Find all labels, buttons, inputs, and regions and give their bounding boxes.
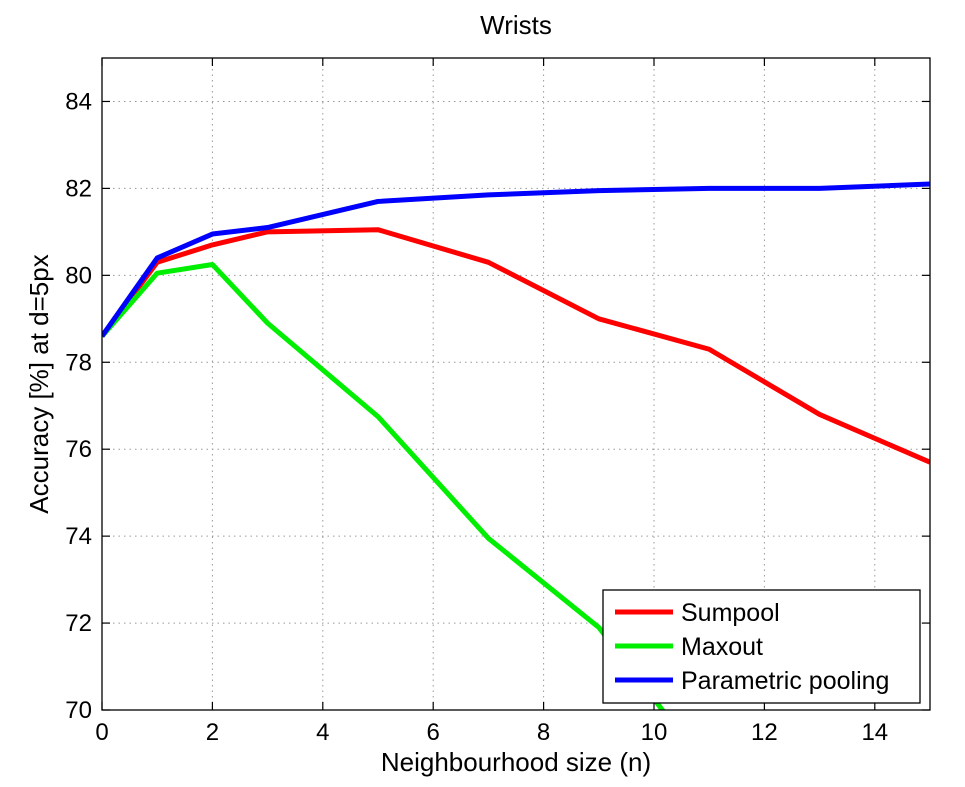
y-tick-label: 70: [65, 697, 92, 724]
x-axis-label: Neighbourhood size (n): [381, 747, 651, 777]
y-tick-label: 84: [65, 88, 92, 115]
legend-label-1: Sumpool: [681, 599, 780, 627]
x-tick-label: 0: [95, 719, 108, 746]
x-tick-label: 6: [427, 719, 440, 746]
x-tick-label: 2: [206, 719, 219, 746]
series-layer: [102, 181, 930, 710]
x-tick-label: 8: [537, 719, 550, 746]
x-tick-label: 14: [861, 719, 888, 746]
x-tick-label: 4: [316, 719, 329, 746]
y-tick-label: 78: [65, 349, 92, 376]
y-tick-label: 80: [65, 262, 92, 289]
series-line-1: [102, 227, 930, 465]
x-tick-label: 10: [641, 719, 668, 746]
y-tick-label: 76: [65, 436, 92, 463]
y-tick-label: 74: [65, 523, 92, 550]
series-line-2: [102, 261, 666, 710]
legend: Sumpool Maxout Parametric pooling: [602, 589, 921, 704]
x-tick-label: 12: [751, 719, 778, 746]
y-tick-label: 82: [65, 175, 92, 202]
series-line-3: [102, 181, 930, 338]
y-axis-label: Accuracy [%] at d=5px: [24, 254, 54, 513]
ticks: 0 2 4 6 8 10 12 14 70 72 74 76 78 80 82 84: [65, 58, 930, 746]
y-tick-label: 72: [65, 610, 92, 637]
chart-title: Wrists: [480, 10, 552, 40]
legend-label-3: Parametric pooling: [681, 667, 889, 695]
legend-label-2: Maxout: [681, 633, 763, 661]
plot-frame: [101, 57, 931, 711]
